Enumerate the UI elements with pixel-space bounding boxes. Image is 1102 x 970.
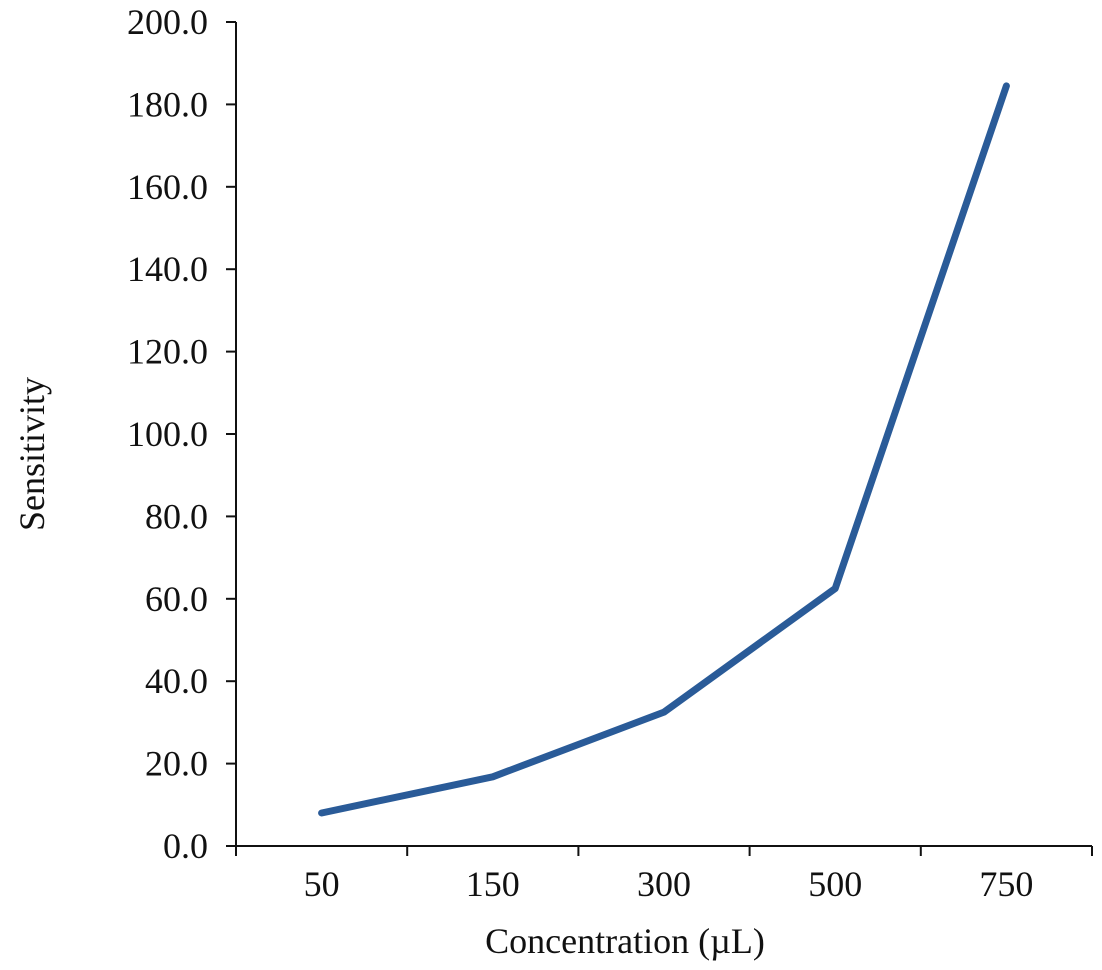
y-tick-label: 0.0 xyxy=(163,826,208,866)
x-tick-label: 300 xyxy=(637,864,691,904)
y-tick-label: 200.0 xyxy=(127,2,208,42)
series-group xyxy=(318,82,1010,817)
data-point xyxy=(491,775,495,779)
y-tick-label: 120.0 xyxy=(127,332,208,372)
y-tick-label: 140.0 xyxy=(127,249,208,289)
y-tick-label: 20.0 xyxy=(145,744,208,784)
y-tick-label: 80.0 xyxy=(145,496,208,536)
y-tick-label: 40.0 xyxy=(145,661,208,701)
y-tick-label: 100.0 xyxy=(127,414,208,454)
data-point xyxy=(320,811,324,815)
y-tick-label: 160.0 xyxy=(127,167,208,207)
data-point xyxy=(1004,84,1008,88)
x-tick-label: 50 xyxy=(304,864,340,904)
data-point xyxy=(662,710,666,714)
x-axis-title: Concentration (µL) xyxy=(485,921,765,961)
x-tick-label: 750 xyxy=(979,864,1033,904)
y-axis-ticks: 0.0 20.0 40.0 60.0 80.0 100.0 120.0 140.0 160.0 1… xyxy=(127,2,236,866)
x-axis-ticks: 50 150 300 500 750 xyxy=(235,846,1093,904)
x-tick-label: 500 xyxy=(808,864,862,904)
y-axis-title: Sensitivity xyxy=(12,377,52,531)
data-point xyxy=(833,587,837,590)
y-tick-label: 60.0 xyxy=(145,579,208,619)
y-tick-label: 180.0 xyxy=(127,84,208,124)
x-tick-label: 150 xyxy=(466,864,520,904)
series-line xyxy=(318,82,1010,817)
